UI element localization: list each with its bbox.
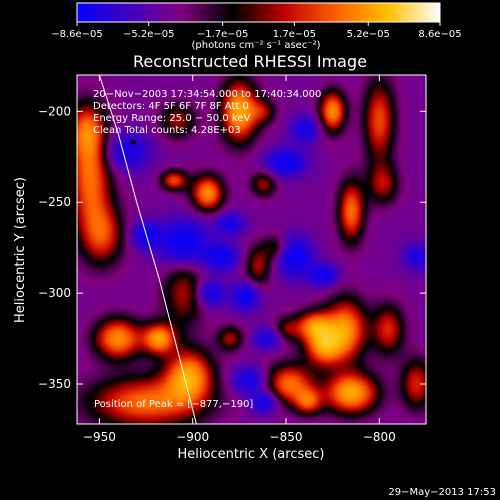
colorbar: −8.6e−05 −5.2e−05 −1.7e−05 1.7e−05 5.2e−05 8.…	[51, 2, 462, 51]
centroid-marker	[130, 139, 136, 145]
annotation-energy-range: Energy Range: 25.0 − 50.0 keV	[93, 113, 250, 124]
annotation-detectors: Detectors: 4F 5F 6F 7F 8F Att 0	[93, 101, 249, 112]
x-tick-label: −900	[176, 430, 209, 444]
y-tick-label: −350	[38, 377, 71, 391]
colorbar-tick-label: −8.6e−05	[51, 29, 103, 40]
x-tick-label: −850	[270, 430, 303, 444]
y-tick-label: −250	[38, 195, 71, 209]
plot-area: −950 −900 −850 −800 −350 −300 −250 −200	[38, 74, 427, 444]
footer-timestamp: 29−May−2013 17:53	[388, 487, 496, 498]
x-tick-label: −950	[83, 430, 116, 444]
peak-position-label: Position of Peak = [−877,−190]	[94, 399, 253, 410]
x-tick-label: −800	[363, 430, 396, 444]
colorbar-unit-label: (photons cm⁻² s⁻¹ asec⁻²)	[191, 40, 320, 51]
annotations: 20−Nov−2003 17:34:54.000 to 17:40:34.000…	[93, 89, 321, 410]
annotation-clean-counts: Clean Total counts: 4.28E+03	[93, 125, 241, 136]
plot-frame	[76, 74, 427, 425]
chart-title: Reconstructed RHESSI Image	[133, 52, 367, 71]
axis-ticks: −950 −900 −850 −800 −350 −300 −250 −200	[38, 75, 426, 444]
colorbar-tick-label: −1.7e−05	[197, 29, 249, 40]
colorbar-tick-label: 8.6e−05	[418, 29, 461, 40]
y-tick-label: −300	[38, 286, 71, 300]
plot-overlay	[98, 75, 197, 424]
y-axis-label: Heliocentric Y (arcsec)	[13, 177, 28, 323]
colorbar-tick-label: 1.7e−05	[273, 29, 316, 40]
y-tick-label: −200	[38, 104, 71, 118]
colorbar-fill	[76, 2, 441, 23]
colorbar-ticks: −8.6e−05 −5.2e−05 −1.7e−05 1.7e−05 5.2e−05 8.…	[51, 22, 462, 40]
solar-limb-curve	[98, 75, 197, 424]
annotation-time-range: 20−Nov−2003 17:34:54.000 to 17:40:34.000	[93, 89, 321, 100]
heatmap-image	[77, 75, 426, 424]
colorbar-tick-label: 5.2e−05	[347, 29, 390, 40]
x-axis-label: Heliocentric X (arcsec)	[178, 447, 325, 462]
colorbar-tick-label: −5.2e−05	[123, 29, 175, 40]
